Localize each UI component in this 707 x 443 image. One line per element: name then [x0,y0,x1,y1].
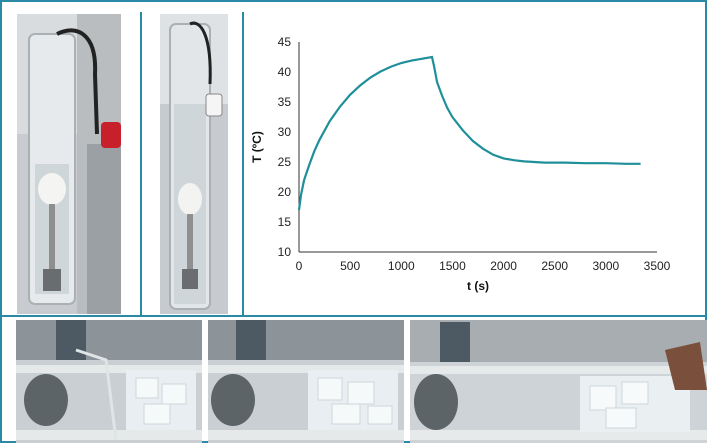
y-tick-label: 15 [278,215,292,229]
y-tick-label: 35 [278,95,292,109]
x-tick-label: 2000 [490,259,517,273]
x-tick-label: 3000 [593,259,620,273]
x-tick-label: 500 [340,259,360,273]
x-axis-label: t (s) [467,279,489,293]
x-tick-label: 1000 [388,259,415,273]
x-tick-label: 3500 [644,259,671,273]
heater-cylinder-boiling-photo [160,14,228,314]
ice-tube-photo-3 [410,320,707,443]
x-tick-label: 0 [296,259,303,273]
heater-cylinder-photo [17,14,121,314]
y-tick-label: 25 [278,155,292,169]
y-axis-label: T (ºC) [250,131,264,163]
temperature-chart: 10 15 20 25 30 35 40 45 0 500 1000 1500 2000 2500 300… [250,35,671,293]
x-tick-label: 1500 [439,259,466,273]
x-tick-label: 2500 [541,259,568,273]
y-tick-label: 40 [278,65,292,79]
x-tick-labels: 0 500 1000 1500 2000 2500 3000 3500 [296,259,671,273]
y-tick-label: 10 [278,245,292,259]
photo-divider [140,12,244,316]
y-tick-labels: 10 15 20 25 30 35 40 45 [278,35,292,259]
ice-tube-photo-2 [208,320,404,443]
y-tick-label: 30 [278,125,292,139]
ice-tube-photo-1 [16,320,202,443]
row-divider [0,315,707,318]
y-tick-label: 20 [278,185,292,199]
series-line [297,55,641,211]
y-tick-label: 45 [278,35,292,49]
